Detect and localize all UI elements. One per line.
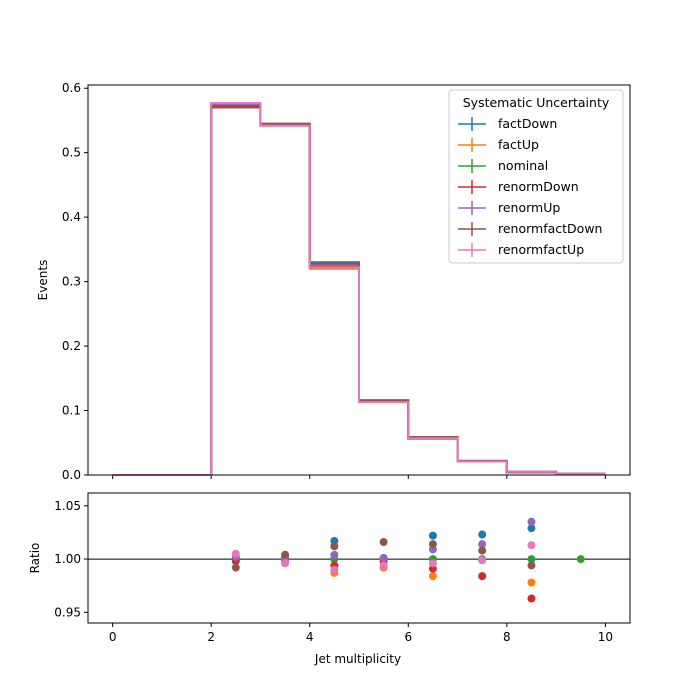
legend-label: renormDown [498,179,579,194]
legend-label: factDown [498,116,557,131]
ratio-point [527,541,536,550]
ratio-y-tick-label: 0.95 [54,605,81,619]
legend-label: renormfactDown [498,221,602,236]
ratio-plot-frame [88,493,630,623]
ratio-point [428,531,437,540]
ratio-point [428,540,437,549]
ratio-point [428,572,437,581]
legend-box [448,89,624,264]
x-tick-label: 0 [109,630,117,644]
ratio-panel: 0.95 1.00 1.05 0 2 4 6 8 10 Ratio Jet multiplic… [28,492,631,666]
legend-item-renormfactDown: renormfactDown [458,221,602,236]
main-y-tick-label: 0.3 [62,275,81,289]
legend-items: factDown factUp nominal renormDown renormUp r… [458,116,602,257]
legend-item-renormUp: renormUp [458,200,560,215]
ratio-point [478,540,487,549]
main-y-tick-label: 0.1 [62,404,81,418]
legend: Systematic Uncertainty factDown factUp nom… [448,89,624,264]
ratio-point [379,561,388,570]
main-y-tick-label: 0.6 [62,81,81,95]
x-tick-label: 4 [306,630,314,644]
x-tick-label: 2 [207,630,215,644]
step-series-renormfactUp [112,102,606,476]
legend-item-renormfactUp: renormfactUp [458,242,584,257]
ratio-y-axis-ticks: 0.95 1.00 1.05 [54,499,88,619]
ratio-point [478,572,487,581]
legend-label: factUp [498,137,539,152]
ratio-point [231,549,240,558]
ratio-series-group [231,517,585,603]
main-y-tick-label: 0.5 [62,146,81,160]
ratio-point [281,559,290,568]
ratio-point [330,542,339,551]
ratio-plot-border [87,492,631,624]
legend-title: Systematic Uncertainty [463,95,610,110]
legend-item-factUp: factUp [458,137,539,152]
main-y-tick-label: 0.4 [62,210,81,224]
main-series-group [112,102,606,476]
ratio-series-renormfactUp [231,541,536,574]
ratio-point [478,530,487,539]
ratio-point [527,524,536,533]
ratio-point [527,578,536,587]
ratio-point [478,546,487,555]
main-y-axis-label: Events [36,260,50,301]
x-tick-label: 10 [598,630,613,644]
legend-label: renormfactUp [498,242,584,257]
ratio-y-tick-label: 1.00 [54,552,81,566]
ratio-point [231,563,240,572]
ratio-point [281,550,290,559]
legend-item-nominal: nominal [458,158,548,173]
ratio-point [379,538,388,547]
ratio-point [527,555,536,564]
x-tick-label: 6 [404,630,412,644]
legend-label: renormUp [498,200,560,215]
main-panel: 0.0 0.1 0.2 0.3 0.4 0.5 0.6 Events Systematic … [36,81,631,482]
main-plot-border [87,84,631,476]
ratio-point [527,594,536,603]
ratio-point [330,565,339,574]
ratio-point [478,556,487,565]
x-tick-label: 8 [503,630,511,644]
ratio-point [527,517,536,526]
x-axis-label: Jet multiplicity [314,652,401,666]
legend-item-renormDown: renormDown [458,179,579,194]
ratio-point [576,555,585,564]
main-y-tick-label: 0.0 [62,468,81,482]
legend-label: nominal [498,158,548,173]
ratio-point [527,561,536,570]
ratio-x-axis-ticks: 0 2 4 6 8 10 [109,623,613,644]
ratio-point [379,554,388,562]
main-y-axis-ticks: 0.0 0.1 0.2 0.3 0.4 0.5 0.6 [62,81,88,482]
ratio-point [330,550,339,559]
ratio-y-axis-label: Ratio [28,543,42,574]
ratio-y-tick-label: 1.05 [54,499,81,513]
legend-item-factDown: factDown [458,116,557,131]
ratio-point [428,559,437,568]
main-y-tick-label: 0.2 [62,339,81,353]
ratio-series-renormfactDown [231,538,536,572]
